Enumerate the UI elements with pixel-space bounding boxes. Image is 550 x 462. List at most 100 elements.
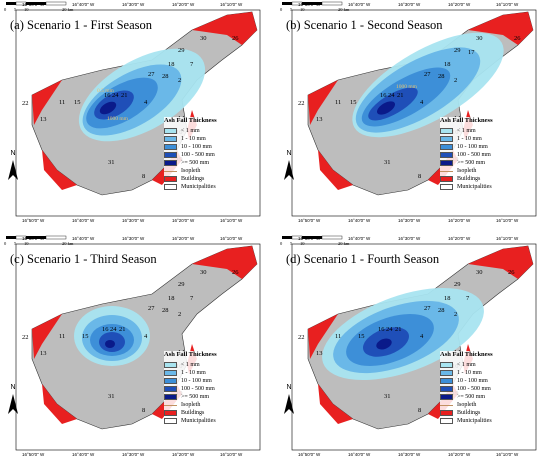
legend-item: 100 - 500 mm — [164, 151, 248, 159]
svg-text:10: 10 — [300, 7, 305, 12]
svg-text:27: 27 — [424, 71, 431, 78]
svg-text:28: 28 — [438, 73, 445, 80]
bottom-axis-label: 16°10'0" W — [220, 452, 243, 457]
isopleth-label: 0.5 mm — [97, 88, 115, 94]
legend: Ash Fall Thickness < 1 mm 1 - 10 mm 10 -… — [440, 351, 524, 425]
top-axis-label: 16°50'0" W — [298, 2, 321, 7]
legend-buildings: Buildings — [440, 175, 524, 183]
top-axis-label: 16°20'0" W — [448, 236, 471, 241]
ash-zone-gte500 — [376, 338, 392, 350]
svg-text:5: 5 — [14, 241, 17, 246]
svg-text:2: 2 — [454, 77, 457, 84]
svg-text:28: 28 — [162, 307, 169, 314]
legend-item: 10 - 100 mm — [440, 377, 524, 385]
svg-text:13: 13 — [40, 350, 47, 357]
svg-text:27: 27 — [148, 305, 155, 312]
svg-text:29: 29 — [178, 47, 185, 54]
legend-isopleth: Isopleth — [440, 167, 524, 175]
legend-item: < 1 mm — [440, 127, 524, 135]
svg-text:16: 16 — [378, 326, 385, 333]
bottom-axis-label: 16°30'0" W — [398, 218, 421, 223]
svg-text:4: 4 — [420, 333, 424, 340]
legend-title: Ash Fall Thickness — [164, 117, 217, 124]
svg-text:5: 5 — [290, 241, 293, 246]
bottom-axis-label: 16°10'0" W — [496, 452, 519, 457]
legend-item: 10 - 100 mm — [164, 377, 248, 385]
svg-text:13: 13 — [40, 116, 47, 123]
buildings-area — [32, 80, 62, 125]
legend-title: Ash Fall Thickness — [164, 351, 217, 358]
bottom-axis-label: 16°10'0" W — [496, 218, 519, 223]
bottom-axis-label: 16°40'0" W — [72, 218, 95, 223]
svg-text:24: 24 — [112, 92, 119, 99]
panel-title: (a) Scenario 1 - First Season — [10, 18, 152, 32]
svg-text:31: 31 — [108, 393, 115, 400]
svg-text:10: 10 — [300, 241, 305, 246]
legend-item: 100 - 500 mm — [440, 385, 524, 393]
top-axis-label: 16°50'0" W — [298, 236, 321, 241]
bottom-axis-label: 16°50'0" W — [22, 218, 45, 223]
top-axis-label: 16°10'0" W — [220, 2, 243, 7]
svg-text:11: 11 — [59, 99, 65, 106]
buildings-area — [318, 384, 353, 424]
ash-zone-gte500 — [376, 101, 396, 115]
svg-text:11: 11 — [59, 333, 65, 340]
svg-text:20 km: 20 km — [338, 7, 350, 12]
scale-bar: 0 5 10 20 km — [280, 1, 350, 12]
legend-item: 1 - 10 mm — [164, 135, 248, 143]
isopleth-label: 1000 mm — [107, 116, 129, 122]
buildings-area — [42, 150, 77, 190]
panel-title: (b) Scenario 1 - Second Season — [286, 18, 443, 32]
svg-text:20 km: 20 km — [338, 241, 350, 246]
svg-text:31: 31 — [384, 159, 391, 166]
svg-text:15: 15 — [74, 99, 81, 106]
top-axis-label: 16°10'0" W — [496, 2, 519, 7]
svg-text:4: 4 — [144, 333, 148, 340]
top-axis-label: 16°30'0" W — [398, 236, 421, 241]
legend-municipalities: Municipalities — [164, 417, 248, 425]
map-panel-b: 1000 mm 30 26 29 17 18 27 28 2 16 24 21 … — [278, 0, 548, 226]
svg-text:24: 24 — [386, 326, 393, 333]
top-axis-label: 16°50'0" W — [22, 236, 45, 241]
legend-item: < 1 mm — [440, 361, 524, 369]
svg-text:0: 0 — [4, 7, 7, 12]
svg-text:21: 21 — [119, 326, 126, 333]
svg-text:31: 31 — [108, 159, 115, 166]
legend-item: 10 - 100 mm — [164, 143, 248, 151]
legend-item: 1 - 10 mm — [440, 369, 524, 377]
svg-text:26: 26 — [514, 35, 521, 42]
svg-text:26: 26 — [232, 35, 239, 42]
svg-text:4: 4 — [144, 99, 148, 106]
bottom-axis-label: 16°30'0" W — [122, 452, 145, 457]
svg-text:11: 11 — [335, 333, 341, 340]
svg-text:22: 22 — [298, 100, 305, 107]
svg-text:8: 8 — [142, 407, 145, 414]
top-axis-label: 16°30'0" W — [122, 236, 145, 241]
svg-text:24: 24 — [388, 92, 395, 99]
svg-text:31: 31 — [384, 393, 391, 400]
svg-text:15: 15 — [358, 333, 365, 340]
panel-title: (d) Scenario 1 - Fourth Season — [286, 252, 440, 266]
svg-text:27: 27 — [148, 71, 155, 78]
isopleth-label: 1000 mm — [396, 84, 418, 90]
bottom-axis-label: 16°50'0" W — [298, 452, 321, 457]
svg-text:28: 28 — [162, 73, 169, 80]
svg-text:24: 24 — [110, 326, 117, 333]
top-axis-label: 16°40'0" W — [72, 2, 95, 7]
map-canvas: 30 26 29 7 18 27 28 2 16 24 21 11 15 4 2… — [15, 243, 261, 451]
legend-municipalities: Municipalities — [440, 183, 524, 191]
svg-text:18: 18 — [168, 61, 175, 68]
svg-text:4: 4 — [420, 99, 424, 106]
scale-bar: 0 5 10 20 km — [4, 235, 74, 246]
svg-text:30: 30 — [200, 269, 207, 276]
scale-bar: 0 5 10 20 km — [4, 1, 74, 12]
top-axis-label: 16°30'0" W — [122, 2, 145, 7]
bottom-axis-label: 16°40'0" W — [348, 218, 371, 223]
top-axis-label: 16°40'0" W — [72, 236, 95, 241]
svg-text:30: 30 — [200, 35, 207, 42]
bottom-axis-label: 16°20'0" W — [172, 452, 195, 457]
legend-item: 100 - 500 mm — [164, 385, 248, 393]
svg-text:21: 21 — [121, 92, 128, 99]
legend-buildings: Buildings — [440, 409, 524, 417]
svg-text:15: 15 — [350, 99, 357, 106]
